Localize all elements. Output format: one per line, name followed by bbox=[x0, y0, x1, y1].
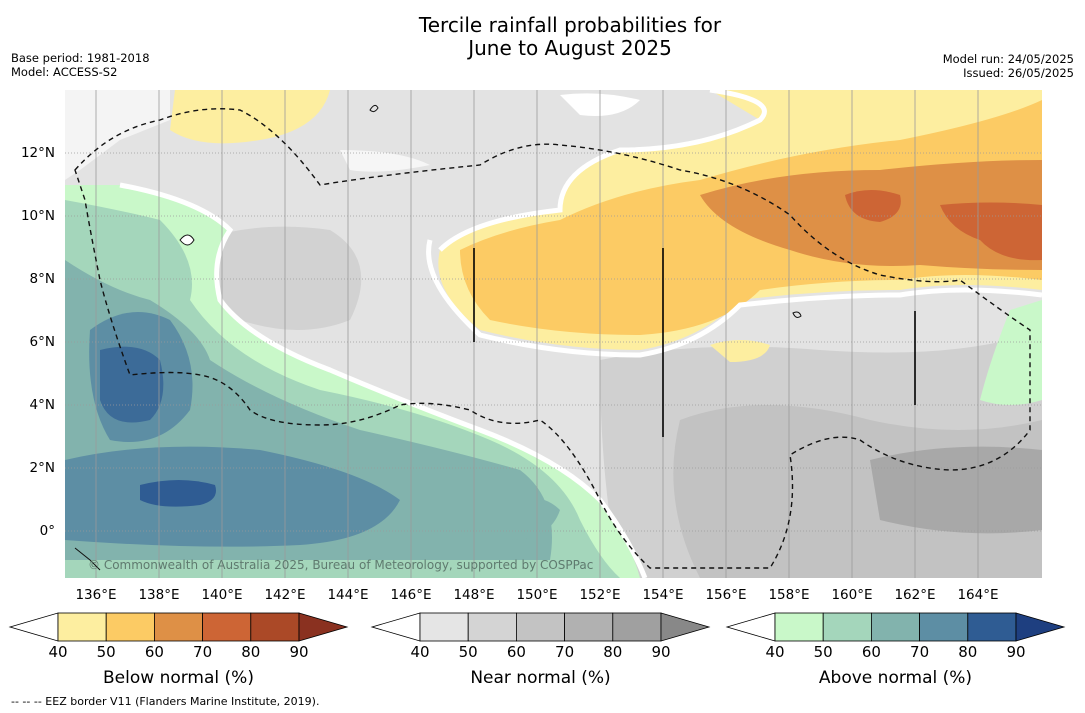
colorbar-max-extend bbox=[660, 612, 711, 642]
title-line-2: June to August 2025 bbox=[468, 36, 672, 60]
tercile-boundary bbox=[426, 239, 1042, 358]
colorbar-tick-label: 60 bbox=[506, 643, 526, 661]
meta-left: Base period: 1981-2018 Model: ACCESS-S2 bbox=[11, 51, 150, 79]
lon-label: 156°E bbox=[705, 587, 747, 603]
colorbar-segment bbox=[153, 612, 203, 642]
colorbar-segment bbox=[774, 612, 824, 642]
colorbar-segment bbox=[105, 612, 155, 642]
lat-label: 12°N bbox=[20, 145, 55, 161]
colorbar-tick-label: 50 bbox=[813, 643, 833, 661]
colorbar-tick-label: 70 bbox=[910, 643, 930, 661]
lon-label: 162°E bbox=[894, 587, 936, 603]
colorbar-tick-label: 80 bbox=[958, 643, 978, 661]
issued-date: Issued: 26/05/2025 bbox=[963, 66, 1074, 80]
model-run: Model run: 24/05/2025 bbox=[942, 52, 1074, 66]
near-normal-70 bbox=[870, 446, 1042, 534]
colorbar-tick-label: 50 bbox=[96, 643, 116, 661]
colorbar-segment bbox=[919, 612, 969, 642]
above-normal-60 bbox=[500, 496, 560, 540]
colorbar-min-extend bbox=[725, 612, 776, 642]
lon-label: 146°E bbox=[390, 587, 432, 603]
colorbar-min-extend bbox=[370, 612, 421, 642]
lon-label: 148°E bbox=[453, 587, 495, 603]
colorbar-tick-label: 60 bbox=[861, 643, 881, 661]
colorbar-segment bbox=[516, 612, 566, 642]
lon-label: 164°E bbox=[957, 587, 999, 603]
colorbar-segment bbox=[967, 612, 1017, 642]
eez-footnote: -- -- -- EEZ border V11 (Flanders Marine… bbox=[11, 695, 320, 708]
colorbar-title: Near normal (%) bbox=[470, 668, 611, 688]
below-normal-70 bbox=[845, 190, 901, 222]
colorbar-tick-label: 50 bbox=[458, 643, 478, 661]
colorbar-segment bbox=[612, 612, 662, 642]
above-normal-80 bbox=[140, 480, 216, 507]
model-name: Model: ACCESS-S2 bbox=[11, 65, 118, 79]
below-normal-40 bbox=[710, 340, 770, 362]
lon-label: 154°E bbox=[642, 587, 684, 603]
colorbar-segment bbox=[564, 612, 614, 642]
lon-label: 140°E bbox=[201, 587, 243, 603]
lon-label: 138°E bbox=[138, 587, 180, 603]
below-normal-70 bbox=[940, 202, 1042, 261]
colorbar-segment bbox=[467, 612, 517, 642]
low-signal-area bbox=[340, 150, 430, 172]
colorbars bbox=[8, 612, 1066, 642]
near-normal-50 bbox=[200, 226, 362, 330]
lon-label: 160°E bbox=[831, 587, 873, 603]
lat-label: 8°N bbox=[29, 271, 55, 287]
lon-label: 150°E bbox=[516, 587, 558, 603]
colorbar-title: Below normal (%) bbox=[103, 668, 254, 688]
above-normal-70 bbox=[65, 446, 400, 547]
colorbar-tick-label: 70 bbox=[193, 643, 213, 661]
lon-label: 136°E bbox=[75, 587, 117, 603]
colorbar-tick-label: 80 bbox=[603, 643, 623, 661]
lat-label: 10°N bbox=[20, 208, 55, 224]
graticule bbox=[95, 90, 979, 578]
lon-label: 144°E bbox=[327, 587, 369, 603]
colorbar-tick-label: 40 bbox=[410, 643, 430, 661]
lon-label: 152°E bbox=[579, 587, 621, 603]
above-normal-80 bbox=[100, 346, 164, 423]
tercile-boundary bbox=[119, 182, 648, 578]
colorbar-tick-label: 90 bbox=[651, 643, 671, 661]
colorbar-max-extend bbox=[1015, 612, 1066, 642]
colorbar-max-extend bbox=[298, 612, 349, 642]
base-period: Base period: 1981-2018 bbox=[11, 51, 150, 65]
above-normal-40 bbox=[980, 300, 1042, 405]
colorbar-segment bbox=[250, 612, 300, 642]
colorbar-tick-label: 90 bbox=[289, 643, 309, 661]
colorbar-tick-label: 90 bbox=[1006, 643, 1026, 661]
lat-label: 2°N bbox=[29, 460, 55, 476]
colorbar-tick-label: 40 bbox=[48, 643, 68, 661]
colorbar-segment bbox=[202, 612, 252, 642]
lon-label: 142°E bbox=[264, 587, 306, 603]
colorbar-tick-label: 70 bbox=[555, 643, 575, 661]
below-normal-40 bbox=[170, 90, 330, 144]
tercile-boundary bbox=[438, 90, 767, 252]
map-title: Tercile rainfall probabilities for June … bbox=[0, 14, 1085, 60]
copyright-watermark: © Commonwealth of Australia 2025, Bureau… bbox=[88, 558, 594, 572]
lat-label: 4°N bbox=[29, 397, 55, 413]
colorbar-segment bbox=[871, 612, 921, 642]
colorbar-min-extend bbox=[8, 612, 59, 642]
graticule-lat bbox=[65, 152, 1042, 532]
colorbar-title: Above normal (%) bbox=[818, 668, 973, 688]
colorbar-tick-label: 80 bbox=[241, 643, 261, 661]
reference-lines bbox=[473, 248, 916, 437]
islands bbox=[74, 104, 802, 571]
probability-field bbox=[65, 90, 1042, 578]
colorbar-segment bbox=[822, 612, 872, 642]
colorbar-segment bbox=[57, 612, 107, 642]
title-line-1: Tercile rainfall probabilities for bbox=[418, 13, 722, 37]
colorbar-segment bbox=[419, 612, 469, 642]
lat-label: 0° bbox=[39, 523, 55, 539]
colorbar-tick-label: 40 bbox=[765, 643, 785, 661]
meta-right: Model run: 24/05/2025 Issued: 26/05/2025 bbox=[943, 52, 1074, 80]
lon-label: 158°E bbox=[768, 587, 810, 603]
eez-border bbox=[74, 108, 1031, 569]
lat-label: 6°N bbox=[29, 334, 55, 350]
colorbar-tick-label: 60 bbox=[144, 643, 164, 661]
